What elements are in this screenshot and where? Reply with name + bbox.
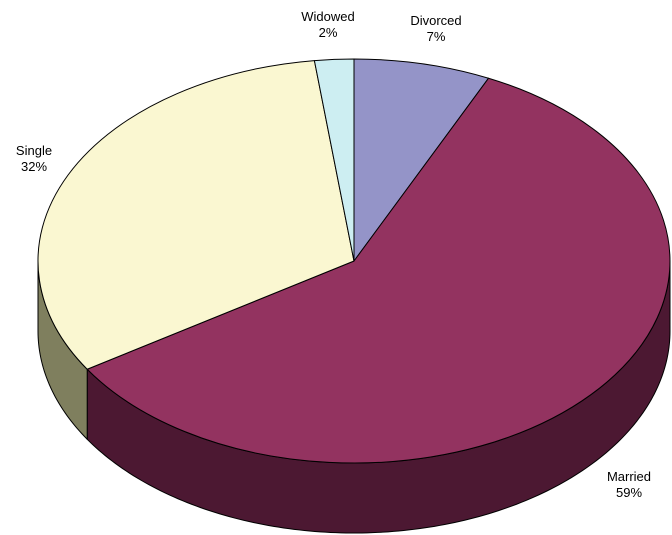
pie-label-value: 32%: [21, 159, 47, 174]
pie-labels: Divorced 7% Married 59% Single 32% Widowed 2%: [16, 9, 651, 500]
pie-slices: [37, 58, 671, 464]
pie-label-name: Widowed: [301, 9, 354, 24]
pie-slice-married: [86, 77, 671, 464]
pie-slice-divorced: [353, 58, 490, 262]
pie-slice-widowed: [313, 58, 355, 262]
pie-label-name: Divorced: [410, 13, 461, 28]
pie-label-value: 2%: [319, 25, 338, 40]
pie-label-single: Single 32%: [16, 143, 52, 174]
pie-label-widowed: Widowed 2%: [301, 9, 354, 40]
pie-label-divorced: Divorced 7%: [410, 13, 461, 44]
pie-label-married: Married 59%: [607, 469, 651, 500]
pie-slice-single: [37, 60, 355, 370]
pie-label-value: 7%: [427, 29, 446, 44]
pie-label-value: 59%: [616, 485, 642, 500]
pie-label-name: Single: [16, 143, 52, 158]
pie-label-name: Married: [607, 469, 651, 484]
